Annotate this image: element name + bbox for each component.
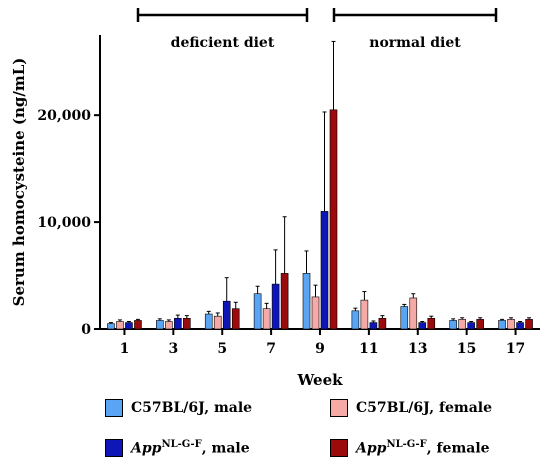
bar: [516, 322, 524, 330]
bars: [107, 40, 533, 330]
y-tick-label: 0: [81, 322, 91, 338]
bar: [311, 296, 320, 330]
x-tick-label: 13: [408, 341, 427, 357]
bar: [525, 319, 533, 330]
bar: [204, 313, 213, 330]
bar: [467, 322, 475, 330]
x-tick-label: 17: [506, 341, 525, 357]
bar: [369, 322, 378, 330]
x-tick-label: 1: [120, 341, 130, 357]
normal-diet-label: normal diet: [369, 35, 461, 51]
bar: [165, 321, 173, 330]
bar: [476, 319, 484, 330]
bar: [174, 318, 182, 330]
bar: [329, 109, 338, 330]
bar: [262, 308, 271, 330]
diet-annotations: deficient diet normal diet: [136, 8, 498, 51]
axes: [94, 35, 540, 335]
x-tick-label: 15: [457, 341, 476, 357]
x-axis-title: Week: [296, 371, 343, 389]
bar: [134, 320, 142, 330]
bar: [125, 322, 133, 330]
y-tick-label: 10,000: [37, 215, 91, 231]
x-tick-label: 9: [315, 341, 325, 357]
bar: [253, 293, 262, 330]
bar: [378, 318, 387, 330]
x-tick-label: 3: [168, 341, 178, 357]
bar: [458, 319, 466, 330]
bar: [507, 319, 515, 330]
bar: [302, 273, 311, 330]
bar: [213, 315, 222, 330]
bar: [280, 273, 289, 330]
x-tick-label: 5: [217, 341, 227, 357]
bar: [400, 306, 409, 330]
bar: [231, 308, 240, 330]
bar: [156, 320, 164, 330]
bar: [409, 297, 418, 330]
bar: [107, 323, 115, 330]
bar: [116, 321, 124, 330]
bar: [320, 211, 329, 330]
x-tick-label: 7: [266, 341, 276, 357]
bar: [449, 320, 457, 330]
x-tick-label: 11: [359, 341, 378, 357]
y-tick-label: 20,000: [37, 108, 91, 124]
deficient-diet-label: deficient diet: [171, 35, 275, 51]
bar: [498, 320, 506, 330]
y-axis-title: Serum homocysteine (ng/mL): [10, 58, 28, 307]
bar: [351, 310, 360, 330]
bar: [222, 300, 231, 330]
bar: [418, 322, 427, 330]
bar: [271, 283, 280, 330]
bar: [183, 318, 191, 330]
bar: [360, 299, 369, 330]
bar: [427, 318, 436, 330]
